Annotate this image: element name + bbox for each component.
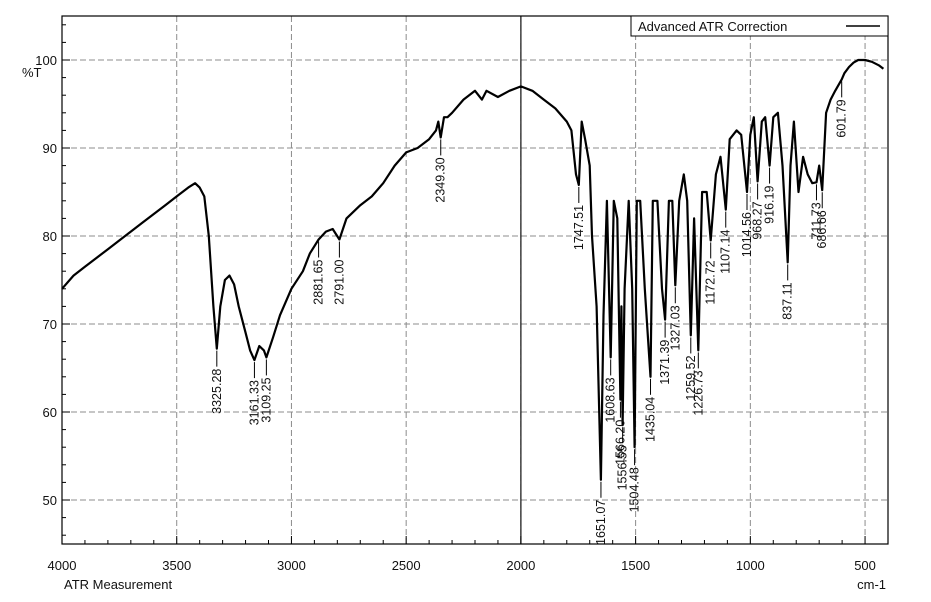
y-tick-label: 100	[35, 53, 57, 68]
peak-label: 2791.00	[332, 259, 346, 304]
x-tick-label: 4000	[48, 558, 77, 573]
x-tick-label: 1500	[621, 558, 650, 573]
legend: Advanced ATR Correction	[630, 15, 889, 37]
x-axis-label-left: ATR Measurement	[64, 577, 173, 592]
x-tick-label: 1000	[736, 558, 765, 573]
peak-label: 3161.33	[247, 380, 261, 425]
x-tick-label: 2000	[506, 558, 535, 573]
tick-labels: 4000 3500 3000 2500 2000 1500 1000 500 50 60 70 80 9…	[35, 53, 876, 573]
x-tick-label: 500	[854, 558, 876, 573]
y-tick-label: 90	[43, 141, 57, 156]
peak-label: 2349.30	[434, 157, 448, 202]
peak-label: 601.79	[835, 99, 849, 137]
peak-label: 1172.72	[704, 260, 718, 304]
peak-label: 1651.07	[594, 500, 608, 545]
peak-label: 686.66	[815, 210, 829, 248]
legend-entry-label: Advanced ATR Correction	[638, 19, 787, 34]
peak-label: 3109.25	[259, 377, 273, 422]
peak-label: 968.27	[751, 201, 765, 239]
y-tick-label: 70	[43, 317, 57, 332]
y-axis-label: %T	[22, 65, 42, 80]
peak-label: 1566.20	[613, 420, 627, 465]
peak-label: 1259.52	[684, 355, 698, 400]
peak-label: 1226.73	[691, 370, 705, 415]
peak-label: 1608.63	[604, 377, 618, 422]
peak-label: 1107.14	[719, 230, 733, 274]
y-tick-label: 60	[43, 405, 57, 420]
y-tick-label: 50	[43, 493, 57, 508]
spectrum-line	[61, 58, 885, 481]
x-tick-label: 2500	[392, 558, 421, 573]
peak-label: 3325.28	[210, 369, 224, 414]
peak-label: 711.73	[809, 202, 823, 239]
peak-label: 1556.55	[616, 445, 630, 490]
peak-label: 1747.51	[572, 205, 586, 250]
peak-label: 916.19	[763, 186, 777, 224]
peak-label: 1327.03	[668, 305, 682, 350]
peak-label: 1504.48	[628, 467, 642, 512]
plot-frame	[61, 15, 889, 545]
legend-box	[630, 15, 889, 37]
peak-label: 1371.39	[658, 340, 672, 385]
peak-label: 1435.04	[644, 397, 658, 442]
x-tick-label: 3000	[277, 558, 306, 573]
peak-label: 2881.65	[312, 259, 326, 304]
peak-label: 1014.56	[740, 212, 754, 257]
x-axis-label-right: cm-1	[857, 577, 886, 592]
x-tick-label: 3500	[162, 558, 191, 573]
y-tick-label: 80	[43, 229, 57, 244]
peak-label: 837.11	[781, 282, 795, 319]
